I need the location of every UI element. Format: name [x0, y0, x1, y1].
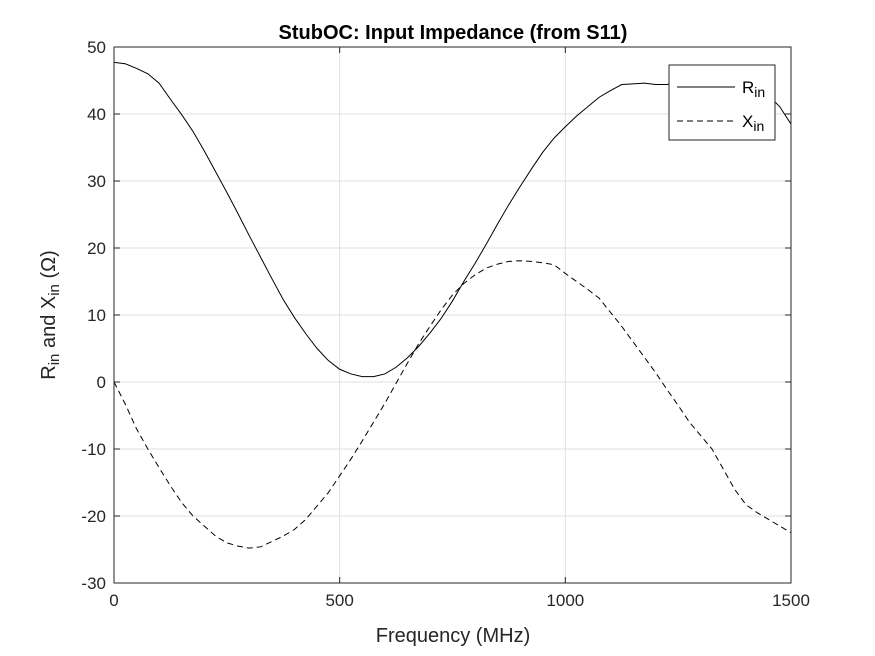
y-tick-label: -10 — [81, 440, 106, 459]
legend-label-sub: in — [753, 118, 764, 134]
x-axis-label: Frequency (MHz) — [376, 625, 530, 647]
y-axis-label-part: in — [46, 354, 63, 366]
y-axis-label-part: in — [46, 284, 63, 296]
x-tick-label: 1500 — [772, 591, 810, 610]
series-line-xin — [114, 260, 791, 549]
y-tick-label: 40 — [87, 105, 106, 124]
ticks: 0 500 1000 1500 -30 -20 -10 0 10 20 30 40 50 — [81, 38, 809, 610]
legend-label-main: R — [742, 78, 754, 97]
y-axis-label-part: (Ω) — [38, 250, 60, 284]
legend-label-sub: in — [754, 84, 765, 100]
y-tick-label: 50 — [87, 38, 106, 57]
grid — [114, 47, 791, 583]
x-tick-label: 1000 — [546, 591, 584, 610]
x-tick-label: 0 — [109, 591, 118, 610]
legend-label-main: X — [742, 112, 753, 131]
y-tick-label: 10 — [87, 306, 106, 325]
y-tick-label: 20 — [87, 239, 106, 258]
legend-box — [668, 64, 776, 141]
legend-label-xin: Xin — [742, 112, 764, 134]
y-axis-label-part: R — [38, 365, 60, 379]
y-tick-label: 0 — [97, 373, 106, 392]
chart-title: StubOC: Input Impedance (from S11) — [279, 22, 628, 44]
y-tick-label: 30 — [87, 172, 106, 191]
x-tick-label: 500 — [325, 591, 353, 610]
y-axis-label: Rin and Xin (Ω) — [38, 250, 63, 379]
y-axis-label-part: and X — [38, 296, 60, 354]
y-tick-label: -30 — [81, 574, 106, 593]
y-tick-label: -20 — [81, 507, 106, 526]
legend-label-rin: Rin — [742, 78, 765, 100]
